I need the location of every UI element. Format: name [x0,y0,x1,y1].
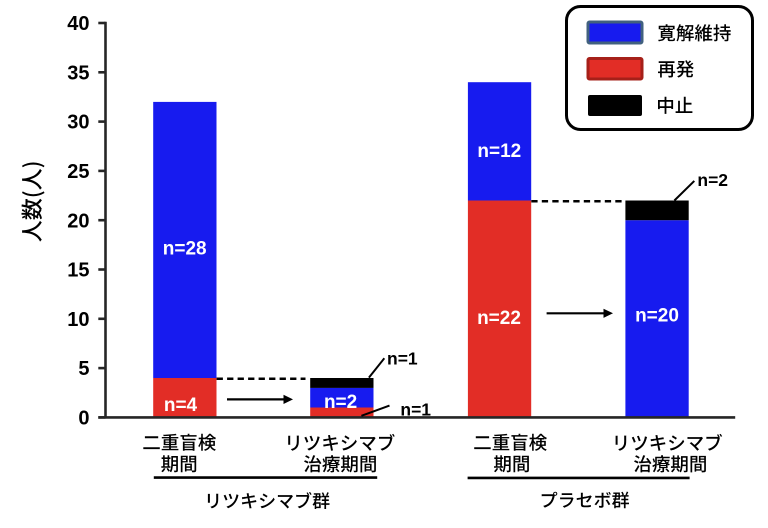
svg-text:n=12: n=12 [477,141,521,162]
svg-text:n=2: n=2 [697,170,728,190]
svg-text:25: 25 [67,161,89,183]
svg-text:30: 30 [67,112,89,134]
svg-text:n=22: n=22 [477,308,521,329]
svg-text:n=2: n=2 [324,392,357,413]
svg-text:35: 35 [67,62,89,84]
svg-text:40: 40 [67,13,89,35]
svg-text:n=4: n=4 [164,395,198,416]
svg-text:15: 15 [67,260,89,282]
svg-text:n=1: n=1 [400,400,431,420]
svg-text:n=20: n=20 [635,306,679,327]
svg-text:5: 5 [78,358,89,380]
svg-text:n=1: n=1 [387,349,418,369]
svg-text:0: 0 [78,408,89,430]
svg-text:10: 10 [67,309,89,331]
svg-text:n=28: n=28 [163,238,207,259]
svg-text:20: 20 [67,210,89,232]
